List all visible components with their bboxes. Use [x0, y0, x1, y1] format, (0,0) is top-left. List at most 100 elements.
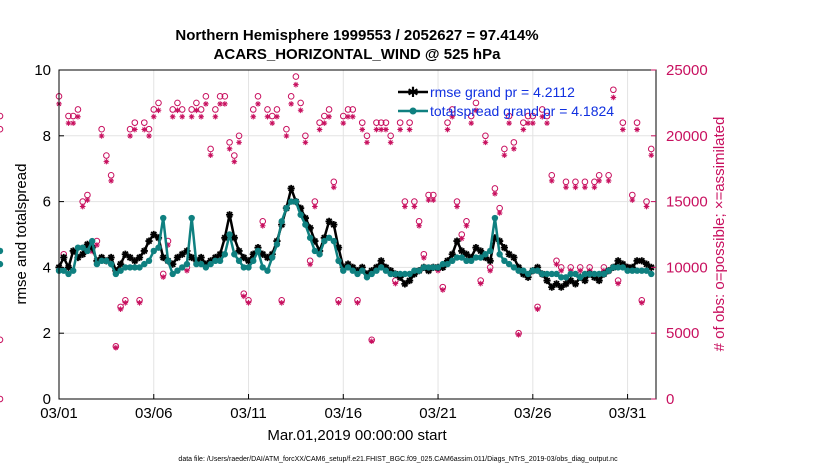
- obs-assimilated-point: [94, 242, 100, 248]
- obs-assimilated-point: [591, 184, 598, 191]
- obs-possible-point: [302, 132, 309, 140]
- obs-possible-point: [140, 119, 148, 126]
- totalspread-point: [325, 234, 333, 241]
- rmse-point: [244, 257, 253, 265]
- obs-assimilated-point: [511, 145, 517, 152]
- rmse-point: [216, 250, 224, 258]
- obs-possible-point: [202, 93, 210, 100]
- totalspread-point: [330, 237, 338, 245]
- rmse-point: [491, 234, 499, 242]
- totalspread-point: [335, 257, 342, 265]
- x-tick-label: 03/26: [514, 405, 552, 422]
- y-tick-label: 4: [43, 259, 51, 276]
- totalspread-point: [633, 267, 641, 274]
- obs-possible-point: [387, 132, 394, 140]
- totalspread-point: [321, 237, 328, 245]
- obs-assimilated-point: [236, 139, 242, 146]
- legend-rmse-marker: ✱: [407, 85, 419, 101]
- rmse-point: [567, 276, 575, 285]
- obs-assimilated-point: [231, 158, 238, 165]
- obs-assimilated-point: [430, 197, 437, 203]
- obs-possible-point: [344, 106, 352, 113]
- obs-possible-point: [155, 99, 162, 107]
- obs-possible-point: [339, 112, 347, 120]
- rmse-point: [448, 250, 456, 258]
- totalspread-point: [515, 267, 522, 274]
- totalspread-point: [354, 270, 361, 278]
- rmse-point: [320, 234, 328, 242]
- obs-assimilated-point: [193, 107, 200, 114]
- totalspread-point: [648, 270, 655, 278]
- rmse-point: [349, 263, 357, 271]
- rmse-point: [121, 250, 129, 258]
- obs-assimilated-point: [326, 113, 332, 120]
- rmse-point: [472, 244, 480, 252]
- rmse-point: [79, 250, 87, 258]
- totalspread-point: [207, 260, 214, 268]
- obs-assimilated-point: [288, 101, 294, 107]
- obs-possible-point: [396, 119, 404, 126]
- rmse-point: [519, 270, 527, 278]
- rmse-point: [135, 253, 144, 262]
- totalspread-point: [98, 257, 105, 265]
- totalspread-point: [543, 270, 551, 278]
- obs-possible-point: [231, 152, 238, 159]
- totalspread-point: [638, 267, 645, 274]
- obs-assimilated-point: [615, 280, 621, 287]
- totalspread-point: [88, 237, 96, 245]
- x-tick-label: 03/01: [40, 405, 78, 422]
- y-right-tick-label: 15000: [666, 194, 708, 211]
- obs-assimilated-point: [259, 222, 266, 229]
- totalspread-point: [392, 270, 399, 278]
- rmse-point: [533, 263, 542, 271]
- rmse-point: [614, 257, 622, 265]
- totalspread-point: [231, 251, 238, 258]
- obs-assimilated-point: [610, 94, 617, 101]
- obs-assimilated-point: [425, 197, 432, 203]
- rmse-point: [500, 244, 508, 252]
- obs-assimilated-point: [89, 248, 95, 255]
- obs-assimilated-point: [553, 261, 560, 268]
- rmse-point: [74, 253, 82, 262]
- obs-assimilated-point: [539, 113, 546, 120]
- obs-possible-point: [273, 106, 281, 113]
- rmse-point: [197, 253, 205, 262]
- rmse-point: [211, 253, 219, 262]
- obs-assimilated-point: [307, 261, 313, 268]
- obs-assimilated-point: [439, 287, 446, 293]
- obs-assimilated-point: [65, 120, 72, 126]
- rmse-point: [510, 253, 518, 262]
- rmse-point: [145, 237, 153, 245]
- rmse-point: [69, 247, 77, 255]
- obs-possible-point: [610, 86, 617, 94]
- totalspread-point: [477, 254, 484, 261]
- obs-assimilated-point: [458, 235, 465, 242]
- rmse-point: [98, 253, 106, 262]
- obs-assimilated-point: [108, 178, 114, 184]
- rmse-point: [154, 234, 163, 242]
- totalspread-point: [103, 257, 110, 265]
- totalspread-point: [468, 257, 475, 265]
- totalspread-point: [434, 264, 442, 271]
- obs-assimilated-point: [155, 107, 162, 114]
- x-tick-label: 03/06: [135, 405, 173, 422]
- y-right-tick-label: 5000: [666, 325, 699, 342]
- obs-possible-point: [98, 125, 105, 133]
- totalspread-point: [401, 270, 409, 278]
- obs-assimilated-point: [482, 139, 489, 146]
- obs-assimilated-point: [406, 126, 413, 133]
- totalspread-point: [458, 254, 465, 261]
- series-lines: [0, 185, 655, 291]
- obs-assimilated-point: [103, 158, 110, 165]
- rmse-point: [339, 263, 347, 271]
- rmse-point: [496, 237, 504, 245]
- obs-assimilated-point: [364, 139, 370, 146]
- obs-possible-point: [0, 395, 4, 403]
- rmse-point: [159, 253, 167, 262]
- obs-possible-point: [0, 125, 4, 133]
- obs-possible-point: [373, 119, 380, 126]
- y-tick-label: 0: [43, 391, 51, 408]
- rmse-point: [140, 247, 148, 255]
- obs-possible-point: [448, 106, 456, 113]
- y-tick-label: 10: [34, 62, 51, 79]
